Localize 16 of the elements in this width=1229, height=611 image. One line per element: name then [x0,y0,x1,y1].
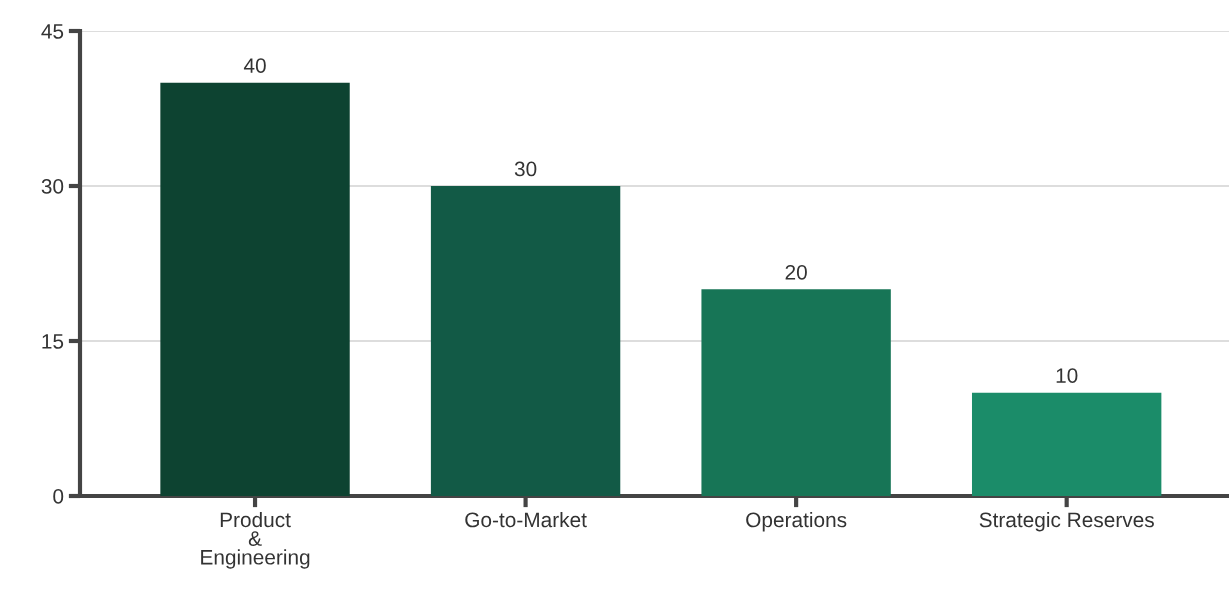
bar [701,289,891,496]
bar [160,82,350,496]
data-label: 20 [785,264,807,280]
bar [430,186,621,496]
bar [971,392,1162,496]
data-label: 10 [1056,368,1078,383]
x-tick-label: Strategic Reserves [979,511,1154,532]
y-tick-label: 0 [53,489,64,504]
data-label: 30 [514,161,537,177]
data-label: 40 [243,58,266,73]
y-tick-label: 45 [41,24,64,39]
x-tick-label: Go-to-Market [465,511,587,528]
y-tick-label: 15 [42,334,64,349]
x-tick-label: Product & Engineering [201,511,310,569]
y-tick-label: 30 [41,179,64,194]
x-tick-label: Operations [746,511,847,532]
